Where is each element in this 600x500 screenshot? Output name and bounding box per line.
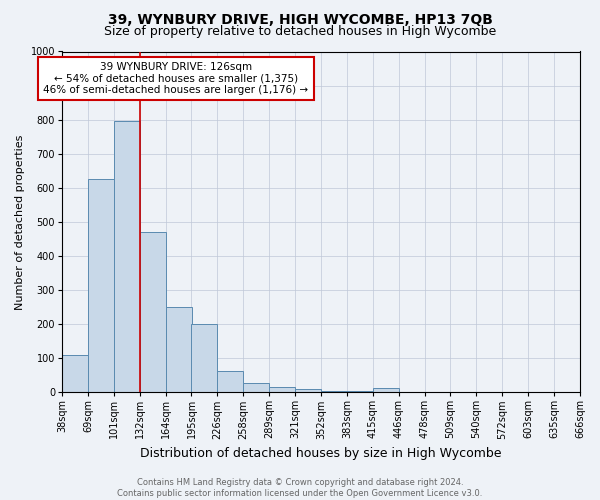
Text: Contains HM Land Registry data © Crown copyright and database right 2024.
Contai: Contains HM Land Registry data © Crown c…: [118, 478, 482, 498]
Bar: [244, 383, 269, 392]
Text: Size of property relative to detached houses in High Wycombe: Size of property relative to detached ho…: [104, 25, 496, 38]
Bar: [217, 371, 244, 392]
Bar: [373, 388, 398, 392]
Bar: [114, 122, 140, 392]
Text: 39, WYNBURY DRIVE, HIGH WYCOMBE, HP13 7QB: 39, WYNBURY DRIVE, HIGH WYCOMBE, HP13 7Q…: [107, 12, 493, 26]
X-axis label: Distribution of detached houses by size in High Wycombe: Distribution of detached houses by size …: [140, 447, 502, 460]
Bar: [269, 387, 295, 392]
Bar: [321, 390, 347, 392]
Bar: [166, 307, 191, 392]
Bar: [295, 389, 321, 392]
Bar: [140, 232, 166, 392]
Text: 39 WYNBURY DRIVE: 126sqm
← 54% of detached houses are smaller (1,375)
46% of sem: 39 WYNBURY DRIVE: 126sqm ← 54% of detach…: [43, 62, 308, 95]
Bar: [347, 390, 373, 392]
Bar: [191, 324, 217, 392]
Bar: [88, 180, 114, 392]
Y-axis label: Number of detached properties: Number of detached properties: [15, 134, 25, 310]
Bar: [62, 354, 88, 392]
